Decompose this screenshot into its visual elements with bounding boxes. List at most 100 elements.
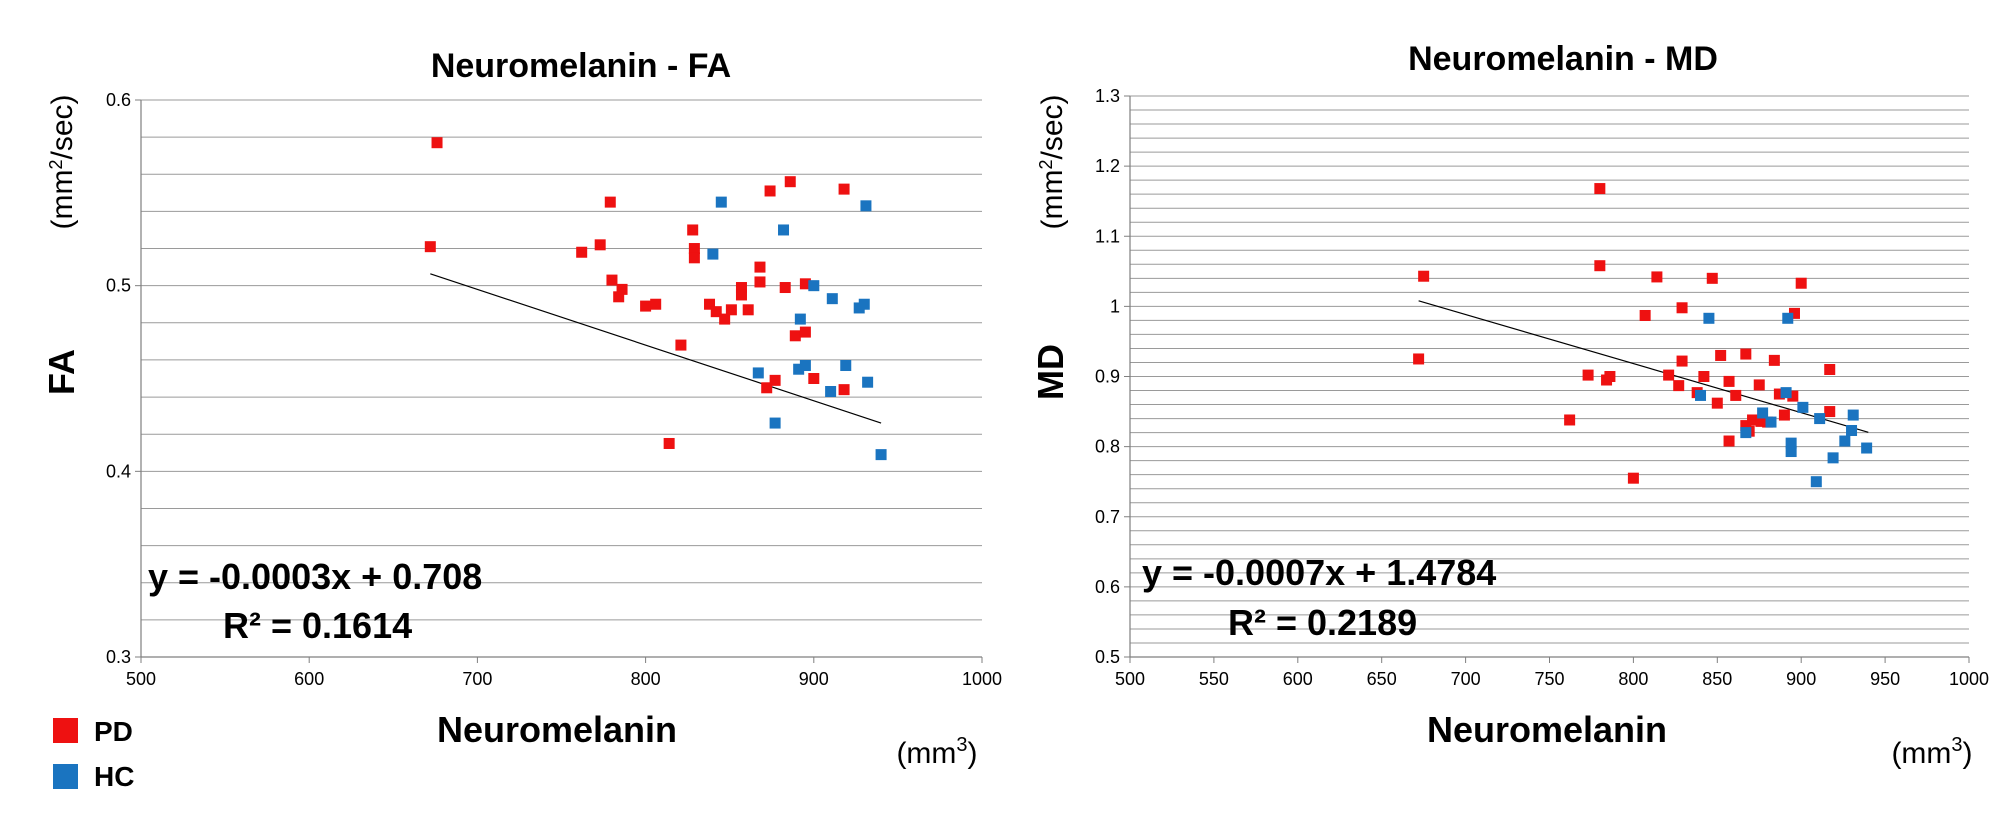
data-point-hc <box>1785 446 1797 458</box>
y-tick-label: 1 <box>1110 296 1120 316</box>
data-point-pd <box>594 239 606 251</box>
data-point-hc <box>840 360 852 372</box>
data-point-pd <box>735 289 747 301</box>
data-point-pd <box>1651 271 1663 283</box>
data-point-pd <box>1564 414 1576 426</box>
y-tick-label: 0.6 <box>106 90 131 110</box>
data-point-pd <box>1773 388 1785 400</box>
data-point-pd <box>613 291 625 303</box>
data-point-pd <box>764 185 776 197</box>
data-point-pd <box>1824 363 1836 375</box>
grid <box>1130 95 1969 644</box>
data-point-hc <box>1861 442 1873 454</box>
legend-label-hc: HC <box>94 761 134 792</box>
data-point-pd <box>1753 379 1765 391</box>
data-point-hc <box>1780 387 1792 399</box>
data-point-hc <box>1740 427 1752 439</box>
x-tick-label: 950 <box>1870 669 1900 689</box>
y-ticks: 0.5 0.6 0.7 0.8 0.9 1 1.1 1.2 1.3 <box>1095 86 1130 667</box>
data-point-pd <box>838 384 850 396</box>
data-point-pd <box>1663 369 1675 381</box>
data-point-pd <box>1594 260 1606 272</box>
data-point-pd <box>1787 390 1799 402</box>
data-point-pd <box>1698 371 1710 382</box>
data-point-pd <box>1418 270 1430 282</box>
x-axis-units: (mm3) <box>896 734 977 770</box>
data-point-pd <box>1768 354 1780 366</box>
data-point-pd <box>616 283 628 295</box>
data-point-pd <box>687 224 699 236</box>
data-point-pd <box>1723 375 1735 387</box>
data-point-pd <box>1730 389 1742 401</box>
r-squared: R² = 0.2189 <box>1228 602 1417 643</box>
data-point-pd <box>1795 277 1807 289</box>
x-tick-label: 800 <box>1618 669 1648 689</box>
data-point-pd <box>424 241 436 253</box>
data-point-pd <box>704 298 716 310</box>
legend-swatch-hc <box>53 764 78 789</box>
data-point-hc <box>860 200 872 212</box>
data-point-pd <box>576 246 588 258</box>
data-point-pd <box>1676 355 1688 367</box>
data-points <box>1413 183 1873 488</box>
x-tick-label: 650 <box>1367 669 1397 689</box>
data-point-pd <box>799 278 811 290</box>
data-point-pd <box>431 137 443 149</box>
data-point-pd <box>799 326 811 338</box>
x-ticks: 500 550 600 650 700 750 800 850 900 950 1000 <box>1115 657 1989 689</box>
data-point-pd <box>725 304 737 316</box>
data-point-pd <box>710 306 722 318</box>
data-point-hc <box>793 363 805 375</box>
y-tick-label: 1.2 <box>1095 156 1120 176</box>
data-point-pd <box>1755 415 1767 427</box>
y-tick-label: 0.5 <box>106 276 131 296</box>
data-point-pd <box>1594 183 1606 195</box>
legend-label-pd: PD <box>94 716 133 747</box>
y-axis-label: MD <box>1030 344 1071 400</box>
x-tick-label: 1000 <box>1949 669 1989 689</box>
data-points <box>424 137 887 461</box>
axes <box>140 100 982 658</box>
r-squared: R² = 0.1614 <box>223 605 412 646</box>
data-point-hc <box>825 385 837 397</box>
data-point-hc <box>1765 416 1777 428</box>
grid <box>141 99 982 621</box>
y-tick-label: 0.3 <box>106 647 131 667</box>
data-point-pd <box>784 176 796 188</box>
x-axis-label: Neuromelanin <box>437 709 677 750</box>
data-point-pd <box>1604 371 1616 382</box>
data-point-hc <box>1695 389 1707 401</box>
trendline-line <box>1418 300 1869 433</box>
data-point-hc <box>799 360 811 372</box>
y-tick-label: 1.3 <box>1095 86 1120 106</box>
x-tick-label: 700 <box>462 669 492 689</box>
data-point-pd <box>735 282 747 294</box>
x-tick-label: 850 <box>1702 669 1732 689</box>
y-tick-label: 0.5 <box>1095 647 1120 667</box>
data-point-pd <box>688 252 700 264</box>
data-point-pd <box>663 437 675 449</box>
data-point-hc <box>778 224 790 236</box>
x-tick-label: 600 <box>1283 669 1313 689</box>
data-point-pd <box>754 276 766 288</box>
data-point-pd <box>1673 380 1685 392</box>
data-point-hc <box>862 376 874 388</box>
chart-title: Neuromelanin - FA <box>431 47 731 85</box>
trendline <box>430 273 882 424</box>
x-tick-label: 500 <box>1115 669 1145 689</box>
data-point-hc <box>826 293 838 305</box>
data-point-pd <box>761 382 773 394</box>
x-tick-label: 1000 <box>962 669 1002 689</box>
data-point-pd <box>640 300 652 312</box>
data-point-pd <box>779 282 791 294</box>
data-point-hc <box>1810 476 1822 488</box>
data-point-pd <box>1413 353 1425 365</box>
data-point-hc <box>1839 435 1851 447</box>
trendline-line <box>430 273 882 424</box>
trend-equation: y = -0.0007x + 1.4784 <box>1142 552 1496 593</box>
chart-md: Neuromelanin - MD 500 550 600 650 700 750 800 8… <box>1030 40 1989 770</box>
data-point-pd <box>1778 409 1790 421</box>
y-tick-label: 0.7 <box>1095 507 1120 527</box>
y-ticks: 0.3 0.4 0.5 0.6 <box>106 90 141 667</box>
data-point-hc <box>858 298 870 310</box>
